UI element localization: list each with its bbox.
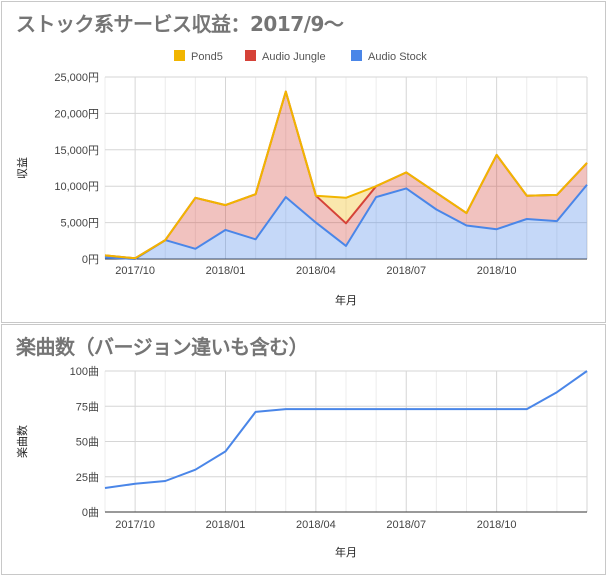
- line-audio-stock: [104, 184, 588, 260]
- x-axis-title: 年月: [335, 293, 357, 307]
- x-tick-label: 2018/01: [206, 265, 246, 277]
- track-count-line: [104, 370, 588, 489]
- revenue-chart: 0円 5,000円 10,000円 15,000円 20,000円 25,000円 2017…: [15, 50, 588, 307]
- legend-swatch-audio-stock: [351, 50, 362, 61]
- revenue-chart-title: ストック系サービス収益：2017/9～: [16, 12, 344, 36]
- y-tick-label: 0曲: [82, 506, 99, 519]
- y-tick-label: 20,000円: [54, 108, 99, 120]
- y-tick-label: 15,000円: [54, 145, 99, 157]
- legend-label: Audio Jungle: [262, 51, 326, 63]
- y-tick-label: 5,000円: [60, 218, 99, 230]
- line-pond5: [104, 90, 588, 260]
- y-tick-label: 75曲: [76, 400, 99, 413]
- track-count-chart-panel: 楽曲数（バージョン違いも含む） 0曲 25曲 50曲 75曲 100曲 2017/10 20…: [1, 324, 606, 575]
- legend-swatch-audio-jungle: [245, 50, 256, 61]
- x-tick-label: 2018/01: [206, 519, 246, 531]
- track-count-chart: 0曲 25曲 50曲 75曲 100曲 2017/10 2018/01 2018/04 2018…: [16, 365, 588, 559]
- y-tick-label: 100曲: [70, 365, 99, 378]
- y-axis-title: 収益: [15, 157, 29, 179]
- area-audio-jungle: [105, 91, 587, 259]
- y-tick-label: 25,000円: [54, 72, 99, 84]
- y-tick-label: 10,000円: [54, 181, 99, 193]
- area-audio-stock: [105, 184, 587, 259]
- x-tick-label: 2018/07: [386, 265, 426, 277]
- revenue-chart-panel: ストック系サービス収益：2017/9～ 0円 5,000円 10,000円 15,00…: [1, 1, 606, 323]
- x-tick-label: 2018/04: [296, 519, 336, 531]
- y-tick-label: 0円: [82, 254, 99, 266]
- legend-label: Pond5: [191, 51, 223, 63]
- x-tick-label: 2018/10: [477, 519, 517, 531]
- y-axis-title: 楽曲数: [16, 425, 29, 458]
- y-tick-label: 25曲: [76, 471, 99, 484]
- x-tick-label: 2018/04: [296, 265, 336, 277]
- x-axis-title: 年月: [335, 545, 357, 559]
- x-tick-label: 2017/10: [115, 265, 155, 277]
- x-tick-label: 2018/07: [386, 519, 426, 531]
- legend-label: Audio Stock: [368, 51, 427, 63]
- x-tick-label: 2018/10: [477, 265, 517, 277]
- legend-swatch-pond5: [174, 50, 185, 61]
- x-tick-label: 2017/10: [115, 519, 155, 531]
- track-count-chart-title: 楽曲数（バージョン違いも含む）: [16, 335, 309, 359]
- y-tick-label: 50曲: [76, 436, 99, 449]
